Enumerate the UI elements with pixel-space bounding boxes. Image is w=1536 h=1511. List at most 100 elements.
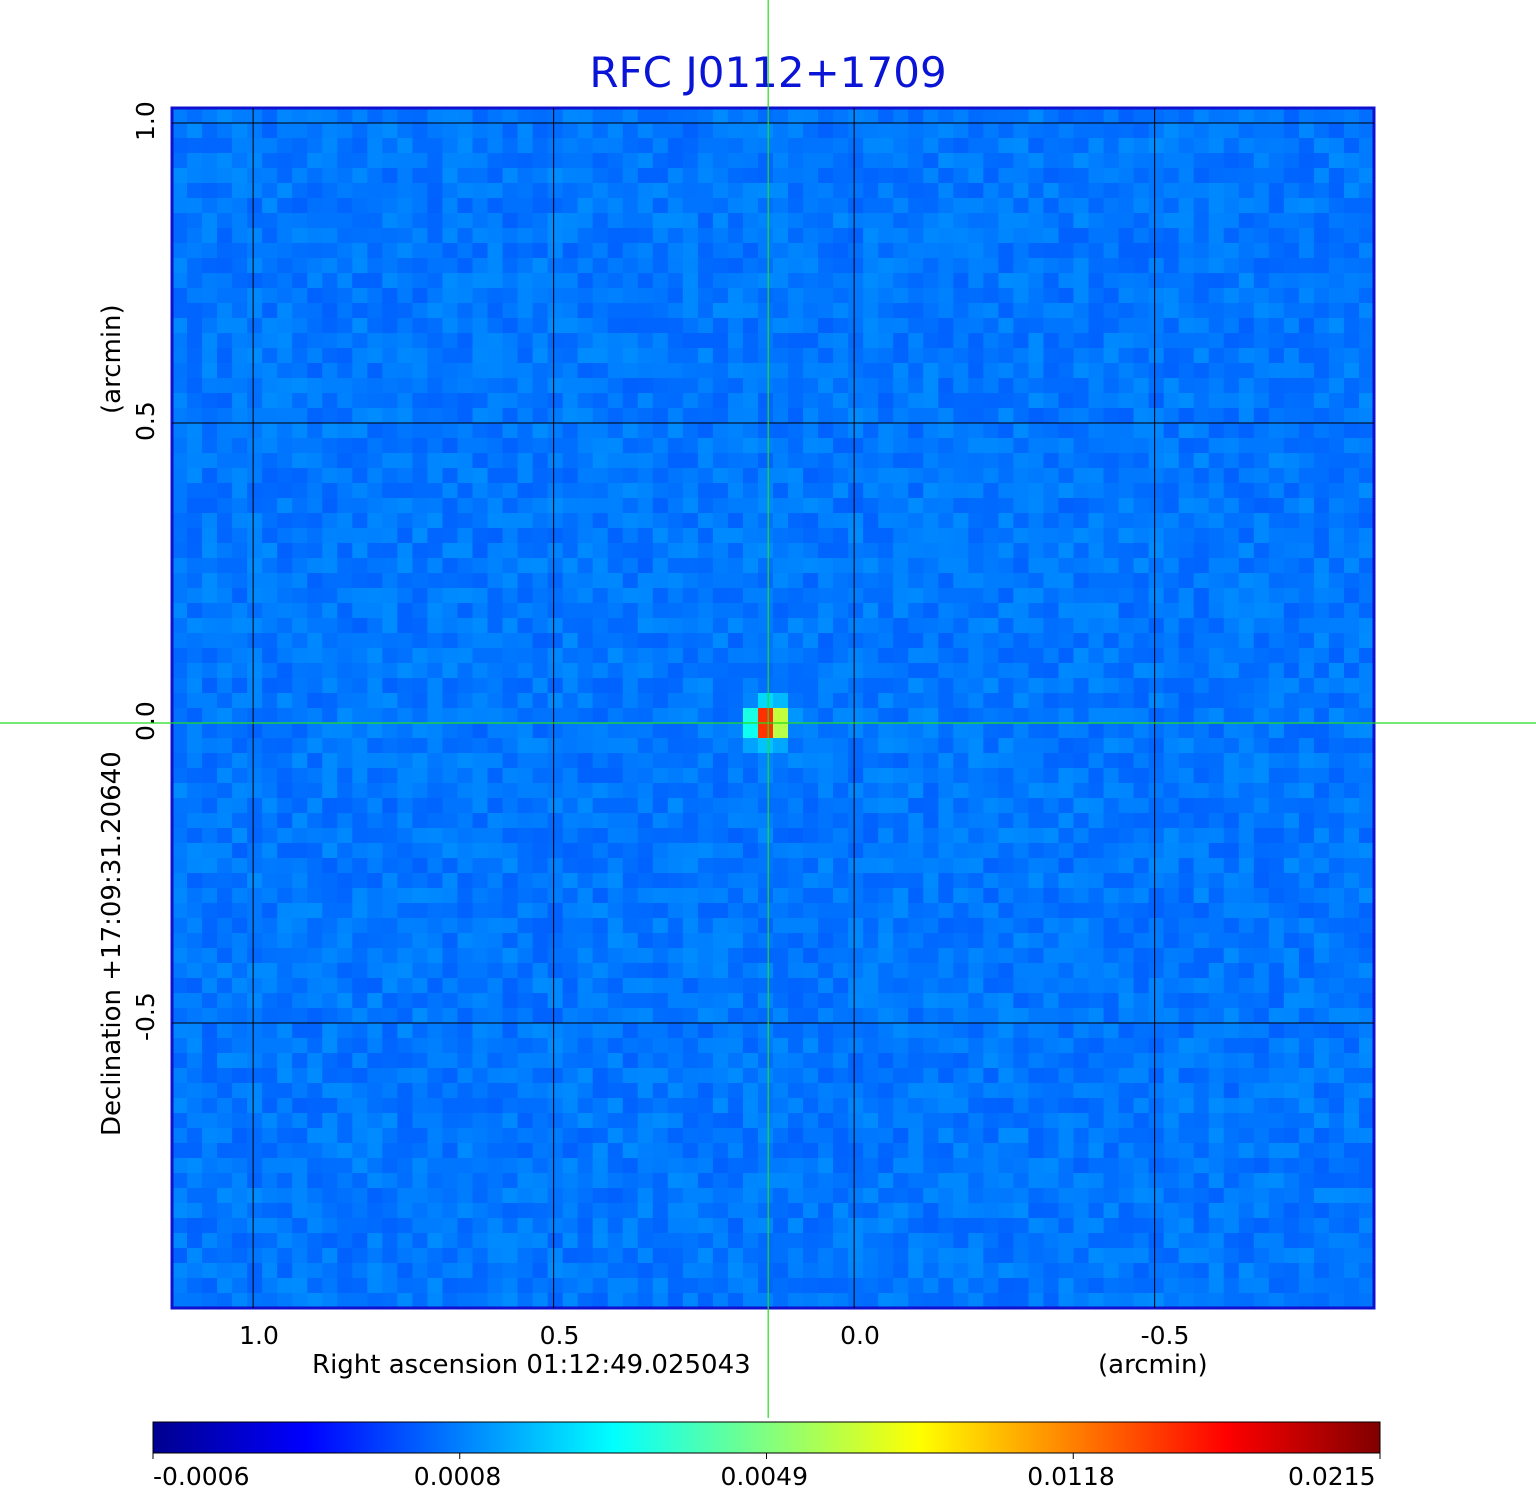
heatmap-cell [923,393,939,409]
heatmap-cell [1328,498,1345,514]
heatmap-cell [1118,1008,1135,1024]
heatmap-cell [697,483,714,499]
heatmap-cell [652,798,669,814]
heatmap-cell [337,108,353,124]
heatmap-cell [337,438,353,454]
heatmap-cell [1268,393,1285,409]
heatmap-cell [607,393,624,409]
heatmap-cell [968,678,984,694]
heatmap-cell [1298,978,1315,994]
heatmap-cell [1103,708,1120,724]
heatmap-cell [382,468,398,484]
heatmap-cell [292,483,308,499]
heatmap-cell [1073,108,1090,124]
heatmap-cell [247,483,263,499]
heatmap-cell [172,108,188,124]
heatmap-cell [637,1023,654,1039]
heatmap-cell [697,138,714,154]
heatmap-cell [442,843,459,859]
heatmap-cell [773,843,789,859]
heatmap-cell [1118,813,1135,829]
heatmap-cell [803,333,819,349]
heatmap-cell [968,153,984,169]
heatmap-cell [878,168,894,184]
heatmap-cell [472,198,489,214]
heatmap-cell [742,738,759,754]
heatmap-cell [1238,1023,1255,1039]
heatmap-cell [277,348,293,364]
heatmap-cell [1013,573,1030,589]
heatmap-cell [1193,948,1210,964]
heatmap-cell [607,258,624,274]
heatmap-cell [1238,648,1255,664]
heatmap-cell [863,543,879,559]
heatmap-cell [803,1008,819,1024]
heatmap-cell [502,528,519,544]
heatmap-cell [818,993,834,1009]
heatmap-cell [1283,843,1300,859]
heatmap-cell [487,378,504,394]
heatmap-cell [382,318,398,334]
heatmap-cell [1088,273,1105,289]
heatmap-cell [592,243,609,259]
heatmap-cell [742,108,759,124]
heatmap-cell [262,498,278,514]
heatmap-cell [1133,813,1150,829]
heatmap-cell [998,708,1015,724]
heatmap-cell [307,1023,323,1039]
heatmap-cell [1073,873,1090,889]
heatmap-cell [697,663,714,679]
heatmap-cell [968,168,984,184]
heatmap-cell [1013,663,1030,679]
heatmap-cell [1313,933,1330,949]
heatmap-cell [773,258,789,274]
heatmap-cell [517,588,534,604]
heatmap-cell [1268,288,1285,304]
heatmap-cell [833,783,849,799]
heatmap-cell [1268,948,1285,964]
heatmap-cell [667,543,684,559]
heatmap-cell [427,183,444,199]
heatmap-cell [637,453,654,469]
heatmap-cell [622,558,639,574]
heatmap-cell [998,753,1015,769]
heatmap-cell [1208,288,1225,304]
heatmap-cell [217,828,233,844]
heatmap-cell [968,798,984,814]
heatmap-cell [682,648,699,664]
heatmap-cell [1268,423,1285,439]
heatmap-cell [818,153,834,169]
heatmap-cell [1088,153,1105,169]
heatmap-cell [202,108,218,124]
heatmap-cell [1178,303,1195,319]
heatmap-cell [397,198,414,214]
heatmap-cell [968,348,984,364]
heatmap-cell [1238,213,1255,229]
heatmap-cell [322,918,338,934]
heatmap-cell [382,678,398,694]
heatmap-cell [893,198,909,214]
heatmap-cell [1058,618,1075,634]
heatmap-cell [382,498,398,514]
heatmap-cell [592,108,609,124]
heatmap-cell [277,768,293,784]
heatmap-cell [217,603,233,619]
heatmap-cell [788,693,804,709]
heatmap-cell [667,768,684,784]
heatmap-cell [923,198,939,214]
heatmap-cell [998,783,1015,799]
heatmap-cell [1343,873,1360,889]
heatmap-cell [232,303,248,319]
heatmap-cell [893,903,909,919]
heatmap-cell [562,648,579,664]
heatmap-cell [833,978,849,994]
heatmap-cell [833,153,849,169]
heatmap-cell [1238,978,1255,994]
heatmap-cell [878,858,894,874]
heatmap-cell [1148,528,1165,544]
heatmap-cell [878,183,894,199]
heatmap-cell [472,903,489,919]
heatmap-cell [833,648,849,664]
heatmap-cell [187,318,203,334]
heatmap-cell [172,438,188,454]
